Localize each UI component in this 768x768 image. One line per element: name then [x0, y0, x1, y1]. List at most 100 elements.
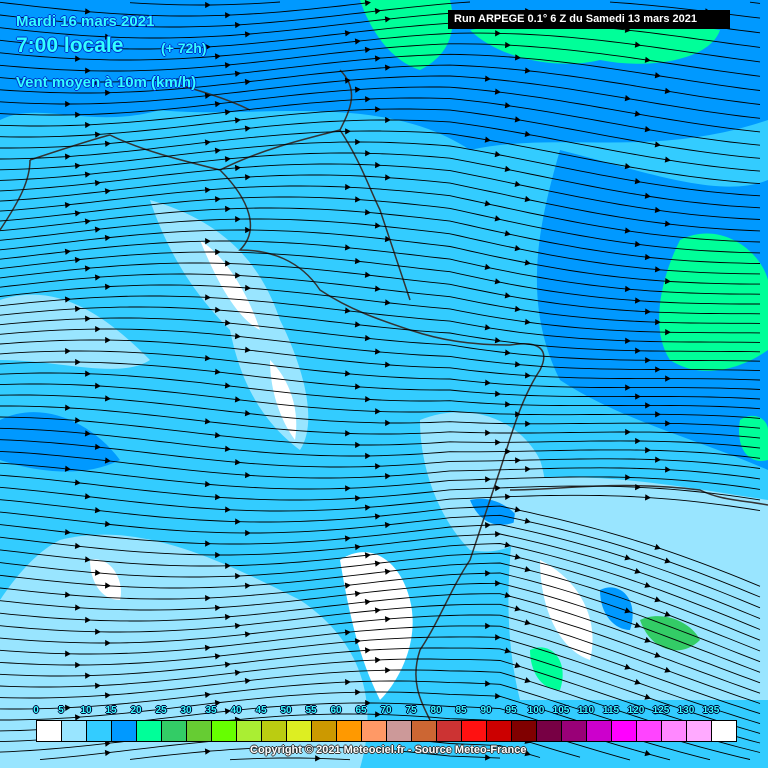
wind-arrow-icon — [94, 507, 101, 514]
wind-arrow-icon — [65, 650, 71, 657]
legend-label: 105 — [552, 705, 570, 716]
wind-arrow-icon — [635, 484, 641, 491]
wind-arrow-icon — [94, 21, 101, 28]
legend-swatch — [37, 721, 62, 741]
wind-arrow-icon — [204, 480, 211, 488]
legend-swatch — [137, 721, 162, 741]
wind-arrow-icon — [344, 535, 351, 542]
wind-arrow-icon — [505, 401, 511, 408]
wind-arrow-icon — [645, 447, 651, 454]
legend-swatch — [412, 721, 437, 741]
wind-arrow-icon — [644, 56, 651, 63]
wind-arrow-icon — [664, 277, 671, 285]
wind-arrow-icon — [385, 116, 391, 124]
wind-arrow-icon — [524, 619, 531, 626]
streamline — [0, 562, 761, 652]
wind-arrow-icon — [634, 567, 641, 574]
wind-arrow-icon — [624, 163, 631, 170]
streamline — [0, 196, 761, 254]
wind-arrow-icon — [94, 382, 101, 389]
wind-arrow-icon — [204, 354, 211, 362]
wind-arrow-icon — [384, 16, 391, 23]
wind-arrow-icon — [85, 370, 91, 377]
streamline — [0, 32, 761, 63]
wind-arrow-icon — [524, 318, 531, 325]
legend-swatch — [112, 721, 137, 741]
wind-arrow-icon — [215, 551, 221, 559]
legend-label: 90 — [480, 705, 492, 716]
wind-arrow-icon — [504, 165, 511, 172]
wind-arrow-icon — [624, 285, 631, 292]
wind-arrow-icon — [74, 604, 81, 611]
wind-arrow-icon — [374, 560, 381, 567]
streamline — [609, 1, 761, 19]
wind-arrow-icon — [654, 72, 661, 79]
wind-arrow-icon — [525, 420, 531, 427]
streamline — [0, 1, 371, 17]
wind-arrow-icon — [104, 749, 111, 757]
legend-swatch — [62, 721, 87, 741]
wind-arrow-icon — [234, 396, 241, 403]
streamline — [0, 207, 761, 264]
wind-arrow-icon — [655, 411, 661, 418]
wind-arrow-icon — [94, 274, 101, 281]
wind-arrow-icon — [214, 699, 221, 707]
wind-arrow-icon — [364, 209, 371, 216]
streamline — [0, 64, 761, 105]
wind-arrow-icon — [365, 452, 371, 460]
wind-arrow-icon — [664, 610, 671, 617]
wind-arrow-icon — [354, 196, 361, 203]
wind-arrow-icon — [524, 677, 531, 684]
wind-arrow-icon — [74, 542, 81, 549]
wind-arrow-icon — [244, 677, 251, 685]
legend-label: 55 — [305, 705, 317, 716]
wind-arrow-icon — [205, 294, 211, 301]
wind-arrow-icon — [234, 622, 241, 630]
wind-arrow-icon — [224, 382, 231, 389]
wind-arrow-icon — [74, 256, 81, 264]
streamline — [0, 229, 760, 285]
wind-arrow-icon — [84, 493, 91, 500]
wind-arrow-icon — [644, 253, 651, 261]
legend-label: 70 — [380, 705, 392, 716]
streamline — [0, 21, 761, 50]
wind-arrow-icon — [84, 218, 91, 225]
wind-arrow-icon — [344, 30, 351, 37]
wind-arrow-icon — [75, 661, 81, 669]
legend-label: 20 — [130, 705, 142, 716]
wind-arrow-icon — [505, 41, 511, 49]
legend-swatch — [262, 721, 287, 741]
streamline — [0, 185, 761, 243]
legend-swatch — [312, 721, 337, 741]
wind-arrow-icon — [224, 62, 231, 69]
wind-arrow-icon — [214, 431, 221, 439]
wind-arrow-icon — [644, 494, 651, 501]
legend-label: 50 — [280, 705, 292, 716]
wind-arrow-icon — [374, 285, 381, 292]
wind-arrow-icon — [515, 411, 521, 418]
legend-swatch — [187, 721, 212, 741]
wind-arrow-icon — [64, 153, 71, 160]
wind-arrow-icon — [384, 174, 391, 181]
wind-arrow-icon — [635, 347, 641, 354]
wind-arrow-icon — [384, 235, 391, 243]
wind-arrow-icon — [494, 337, 501, 344]
wind-arrow-icon — [375, 161, 381, 169]
wind-arrow-icon — [484, 75, 491, 82]
wind-arrow-icon — [484, 200, 491, 207]
wind-arrow-icon — [514, 553, 521, 560]
wind-arrow-icon — [364, 396, 371, 403]
wind-arrow-icon — [495, 580, 501, 587]
wind-arrow-icon — [375, 656, 381, 664]
streamline — [0, 350, 761, 390]
wind-arrow-icon — [204, 418, 211, 425]
wind-arrow-icon — [64, 528, 71, 536]
streamline — [0, 130, 761, 185]
wind-arrow-icon — [214, 306, 221, 313]
wind-arrow-icon — [204, 92, 211, 99]
wind-arrow-icon — [485, 754, 491, 761]
wind-arrow-icon — [345, 485, 351, 492]
streamline — [129, 746, 501, 760]
streamline — [0, 75, 761, 119]
